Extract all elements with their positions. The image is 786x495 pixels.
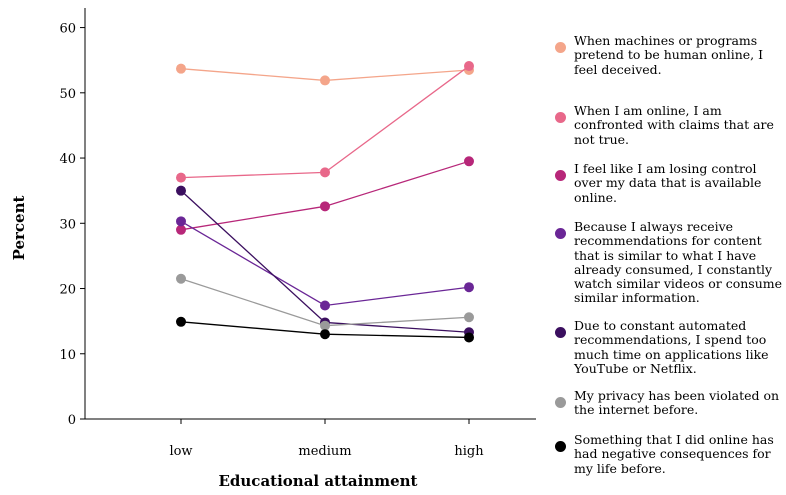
data-point (176, 185, 186, 196)
data-point (320, 329, 330, 340)
data-point (176, 216, 186, 227)
legend-label: When machines or programs pretend to be … (574, 33, 764, 77)
x-axis-label: Educational attainment (218, 472, 417, 490)
series-2 (176, 61, 474, 183)
legend-swatch (555, 228, 566, 239)
y-tick-label: 10 (59, 348, 76, 363)
series-7 (176, 316, 474, 343)
legend-item: My privacy has been violated on the inte… (550, 388, 786, 433)
data-point (320, 75, 330, 86)
series-1 (176, 63, 474, 86)
y-tick-label: 0 (68, 413, 76, 428)
data-point (320, 167, 330, 178)
tick-labels: 0 10 20 30 40 50 60 low medium high (59, 22, 484, 459)
legend-swatch (555, 327, 566, 338)
data-point (176, 273, 186, 284)
data-point (464, 282, 474, 293)
data-point (320, 300, 330, 311)
legend-label: My privacy has been violated on the inte… (574, 388, 780, 418)
legend-label: Because I always receive recommendations… (574, 219, 783, 306)
legend-label: Due to constant automated recommendation… (574, 318, 769, 376)
legend: When machines or programs pretend to be … (550, 33, 786, 476)
legend-label: When I am online, I am confronted with c… (574, 103, 774, 147)
legend-swatch (555, 397, 566, 408)
y-tick-label: 30 (59, 217, 76, 232)
data-point (176, 316, 186, 327)
data-point (176, 172, 186, 183)
legend-label: I feel like I am losing control over my … (574, 161, 762, 205)
y-tick-label: 20 (59, 283, 76, 298)
y-tick-label: 40 (59, 152, 76, 167)
data-point (464, 156, 474, 167)
data-point (176, 63, 186, 74)
legend-item: Something that I did online has had nega… (550, 432, 786, 476)
legend-item: When machines or programs pretend to be … (550, 33, 786, 104)
series-layer (176, 61, 474, 343)
legend-swatch (555, 441, 566, 452)
data-point (464, 312, 474, 323)
series-6 (176, 273, 474, 331)
y-tick-label: 60 (59, 22, 76, 37)
legend-swatch (555, 170, 566, 181)
data-point (464, 61, 474, 72)
legend-swatch (555, 112, 566, 123)
data-point (464, 332, 474, 343)
series-line (180, 190, 470, 333)
y-axis-label: Percent (10, 196, 28, 261)
legend-item: Because I always receive recommendations… (550, 219, 786, 319)
x-tick-label: medium (298, 444, 351, 459)
series-4 (176, 216, 474, 311)
series-3 (176, 156, 474, 235)
legend-item: When I am online, I am confronted with c… (550, 103, 786, 162)
legend-item: I feel like I am losing control over my … (550, 161, 786, 220)
x-tick-label: low (169, 444, 192, 459)
data-point (320, 201, 330, 212)
data-point (320, 320, 330, 331)
legend-swatch (555, 42, 566, 53)
x-tick-label: high (454, 444, 484, 459)
legend-label: Something that I did online has had nega… (574, 432, 774, 476)
data-point (176, 224, 186, 235)
axes (80, 8, 536, 424)
y-tick-label: 50 (59, 87, 76, 102)
legend-item: Due to constant automated recommendation… (550, 318, 786, 389)
